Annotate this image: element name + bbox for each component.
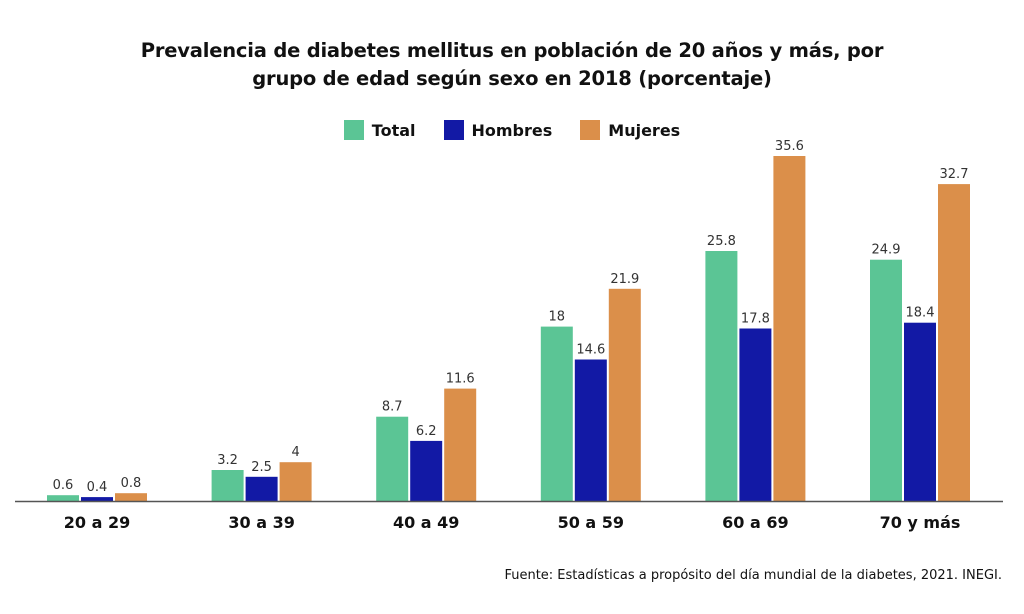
data-label-mujeres-30-a-39: 4	[291, 445, 299, 460]
data-label-total-50-a-59: 18	[549, 310, 566, 325]
legend-swatch-hombres	[443, 120, 464, 140]
bar-hombres-20-a-29	[81, 497, 113, 501]
data-label-total-30-a-39: 3.2	[217, 453, 238, 468]
data-label-total-60-a-69: 25.8	[707, 234, 736, 249]
x-tick-label-40-a-49: 40 a 49	[393, 513, 459, 532]
bar-hombres-40-a-49	[410, 440, 443, 501]
x-tick-label-70-y-mas: 70 y más	[880, 513, 961, 532]
data-label-hombres-60-a-69: 17.8	[741, 312, 770, 327]
bar-hombres-50-a-59	[574, 359, 607, 501]
data-label-total-70-y-mas: 24.9	[872, 243, 901, 258]
data-label-hombres-40-a-49: 6.2	[416, 424, 437, 439]
legend-item-mujeres: Mujeres	[580, 120, 680, 140]
source-note: Fuente: Estadísticas a propósito del día…	[504, 568, 1002, 583]
bar-hombres-60-a-69	[739, 328, 772, 501]
data-label-hombres-20-a-29: 0.4	[87, 480, 108, 495]
legend-item-hombres: Hombres	[443, 120, 553, 140]
bar-total-50-a-59	[540, 326, 573, 501]
x-tick-label-50-a-59: 50 a 59	[558, 513, 624, 532]
data-label-total-40-a-49: 8.7	[382, 400, 403, 415]
bar-mujeres-70-y-mas	[938, 184, 970, 501]
data-label-mujeres-50-a-59: 21.9	[610, 272, 639, 287]
bar-total-30-a-39	[211, 470, 244, 501]
legend-label-total: Total	[371, 120, 416, 140]
legend: Total Hombres Mujeres	[0, 120, 1024, 140]
legend-swatch-mujeres	[580, 120, 601, 140]
chart-title: Prevalencia de diabetes mellitus en pobl…	[0, 37, 1024, 93]
legend-label-hombres: Hombres	[471, 120, 553, 140]
x-tick-label-60-a-69: 60 a 69	[722, 513, 788, 532]
bar-total-40-a-49	[376, 416, 409, 501]
bar-mujeres-40-a-49	[444, 388, 477, 501]
data-label-mujeres-70-y-mas: 32.7	[940, 167, 969, 182]
x-tick-label-20-a-29: 20 a 29	[64, 513, 130, 532]
legend-item-total: Total	[343, 120, 416, 140]
bars-layer	[47, 156, 970, 501]
data-label-mujeres-40-a-49: 11.6	[446, 372, 475, 387]
chart-title-line-1: Prevalencia de diabetes mellitus en pobl…	[140, 39, 884, 62]
bar-hombres-70-y-mas	[904, 322, 936, 501]
bar-total-20-a-29	[47, 495, 79, 501]
bar-total-70-y-mas	[870, 259, 902, 501]
data-label-hombres-70-y-mas: 18.4	[906, 306, 935, 321]
labels-layer: 0.6 0.4 0.8 20 a 29 3.2 2.5 4 30 a 39 8.7 6.2 11.6…	[53, 139, 969, 532]
data-label-hombres-50-a-59: 14.6	[576, 343, 605, 358]
bar-mujeres-50-a-59	[608, 288, 641, 501]
data-label-hombres-30-a-39: 2.5	[251, 460, 272, 475]
legend-label-mujeres: Mujeres	[608, 120, 681, 140]
x-tick-label-30-a-39: 30 a 39	[228, 513, 294, 532]
bar-total-60-a-69	[705, 251, 738, 501]
data-label-mujeres-20-a-29: 0.8	[121, 476, 142, 491]
data-label-total-20-a-29: 0.6	[53, 478, 74, 493]
bar-mujeres-20-a-29	[115, 493, 147, 501]
legend-swatch-total	[343, 120, 364, 140]
data-label-mujeres-60-a-69: 35.6	[775, 139, 804, 154]
bar-mujeres-30-a-39	[279, 462, 312, 501]
chart-title-line-2: grupo de edad según sexo en 2018 (porcen…	[252, 67, 772, 90]
bar-mujeres-60-a-69	[773, 156, 806, 501]
bar-hombres-30-a-39	[245, 476, 278, 501]
